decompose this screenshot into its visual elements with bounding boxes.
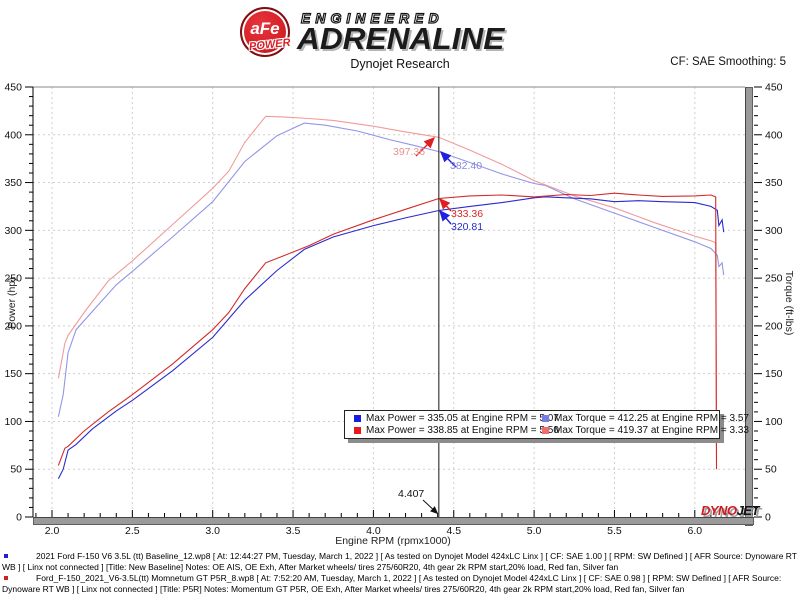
afe-power-badge-icon: aFe: [240, 7, 290, 57]
baseline-torque-swatch-icon: [542, 414, 549, 422]
svg-text:2.5: 2.5: [125, 525, 140, 537]
cursor-value-p5r-torque: 397.36: [393, 146, 426, 158]
legend-label: Max Torque = 419.37 at Engine RPM = 3.33: [554, 424, 749, 436]
max-values-legend[interactable]: Max Power = 335.05 at Engine RPM = 5.07 …: [344, 410, 749, 439]
horizontal-scrollbar[interactable]: [33, 517, 754, 525]
legend-label: Max Power = 335.05 at Engine RPM = 5.07: [366, 412, 559, 424]
smoothing-setting: CF: SAE Smoothing: 5: [670, 56, 786, 68]
engineered-logo-text: ENGINEERED: [300, 9, 444, 26]
svg-text:150: 150: [765, 368, 783, 380]
svg-text:5.0: 5.0: [527, 525, 542, 537]
p5r-bullet-icon: [4, 576, 8, 580]
chart-title: Dynojet Research: [350, 57, 450, 71]
svg-text:400: 400: [4, 129, 22, 141]
svg-text:300: 300: [765, 225, 783, 237]
cursor-value-p5r-power: 333.36: [451, 208, 484, 220]
svg-text:100: 100: [765, 416, 783, 428]
svg-text:450: 450: [765, 82, 783, 94]
chart-canvas[interactable]: 0 0 50 50 100 100 150 150 200 200 250 250 300 300 350 3…: [0, 80, 800, 540]
svg-text:300: 300: [4, 225, 22, 237]
legend-item-baseline-power: Max Power = 335.05 at Engine RPM = 5.07: [345, 412, 559, 424]
svg-text:0: 0: [765, 512, 771, 524]
svg-text:350: 350: [765, 177, 783, 189]
power-axis-title: Power (hp): [6, 277, 18, 329]
cursor-value-baseline-torque: 382.40: [450, 160, 483, 172]
baseline-power-swatch-icon: [354, 414, 361, 422]
svg-text:250: 250: [765, 273, 783, 285]
cursor-rpm-label: 4.407: [398, 488, 425, 500]
svg-text:6.0: 6.0: [687, 525, 702, 537]
legend-label: Max Power = 338.85 at Engine RPM = 5.50: [366, 424, 559, 436]
svg-text:5.5: 5.5: [607, 525, 622, 537]
svg-text:2.0: 2.0: [45, 525, 60, 537]
run-info-text: 2021 Ford F-150 V6 3.5L (tt) Baseline_12…: [2, 551, 797, 572]
svg-text:350: 350: [4, 177, 22, 189]
svg-text:3.0: 3.0: [205, 525, 220, 537]
svg-text:400: 400: [765, 129, 783, 141]
adrenaline-logo-text: ADRENALINE: [297, 21, 505, 56]
svg-text:0: 0: [16, 512, 22, 524]
run-info-text: Ford_F-150_2021_V6-3.5L(tt) Momnetum GT …: [2, 573, 782, 594]
legend-item-p5r-power: Max Power = 338.85 at Engine RPM = 5.50: [345, 424, 559, 436]
svg-text:4.0: 4.0: [366, 525, 381, 537]
rpm-axis-title: Engine RPM (rpmx1000): [335, 535, 451, 547]
run-info-baseline: 2021 Ford F-150 V6 3.5L (tt) Baseline_12…: [0, 551, 798, 572]
svg-text:100: 100: [4, 416, 22, 428]
svg-text:50: 50: [765, 464, 777, 476]
svg-text:50: 50: [10, 464, 22, 476]
torque-axis-title: Torque (ft-lbs): [783, 270, 795, 336]
legend-item-baseline-torque: Max Torque = 412.25 at Engine RPM = 3.57: [533, 412, 749, 424]
dynojet-logo: DYNOJET: [701, 503, 759, 518]
legend-item-p5r-torque: Max Torque = 419.37 at Engine RPM = 3.33: [533, 424, 749, 436]
header: aFe POWER ENGINEERED ADRENALINE Dynojet …: [0, 0, 800, 80]
legend-label: Max Torque = 412.25 at Engine RPM = 3.57: [554, 412, 749, 424]
cursor-value-baseline-power: 320.81: [451, 221, 484, 233]
svg-text:450: 450: [4, 82, 22, 94]
svg-text:4.5: 4.5: [446, 525, 461, 537]
svg-text:200: 200: [4, 320, 22, 332]
svg-text:3.5: 3.5: [286, 525, 301, 537]
svg-text:150: 150: [4, 368, 22, 380]
dyno-chart: 0 0 50 50 100 100 150 150 200 200 250 250 300 300 350 3…: [0, 80, 800, 548]
vertical-scrollbar[interactable]: [745, 87, 753, 526]
svg-text:250: 250: [4, 273, 22, 285]
svg-text:200: 200: [765, 320, 783, 332]
run-info-footers: 2021 Ford F-150 V6 3.5L (tt) Baseline_12…: [0, 551, 800, 595]
p5r-torque-swatch-icon: [542, 426, 549, 434]
p5r-power-swatch-icon: [354, 426, 361, 434]
run-info-p5r: Ford_F-150_2021_V6-3.5L(tt) Momnetum GT …: [0, 573, 798, 594]
baseline-bullet-icon: [4, 554, 8, 558]
afe-logo-text: aFe: [250, 19, 280, 38]
